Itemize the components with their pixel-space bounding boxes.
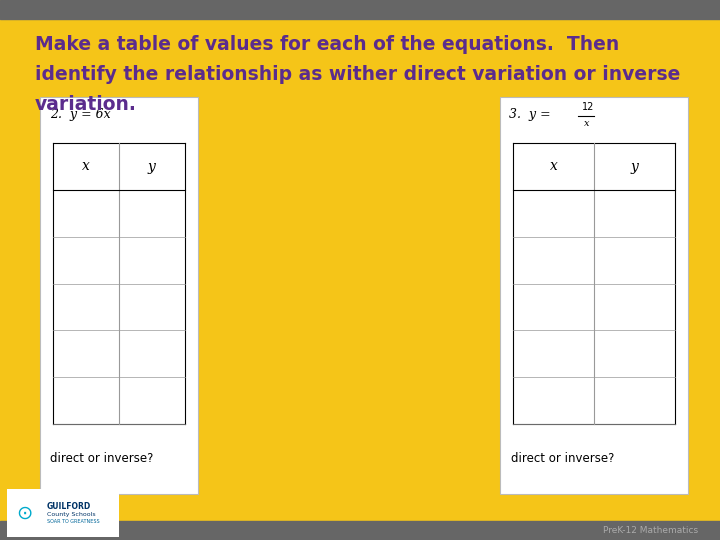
Bar: [0, 0, 720, 19]
FancyBboxPatch shape: [40, 97, 198, 494]
Text: ⊙: ⊙: [16, 503, 32, 523]
Text: PreK-12 Mathematics: PreK-12 Mathematics: [603, 526, 698, 535]
Text: variation.: variation.: [35, 94, 136, 113]
Text: Make a table of values for each of the equations.  Then: Make a table of values for each of the e…: [35, 35, 618, 54]
Text: County Schools: County Schools: [47, 511, 96, 517]
Text: identify the relationship as wither direct variation or inverse: identify the relationship as wither dire…: [35, 65, 680, 84]
Text: direct or inverse?: direct or inverse?: [511, 453, 615, 465]
Text: y: y: [148, 159, 156, 173]
FancyBboxPatch shape: [500, 97, 688, 494]
Text: y: y: [631, 159, 638, 173]
Bar: [0, 521, 720, 540]
Text: GUILFORD: GUILFORD: [47, 502, 91, 511]
Text: SOAR TO GREATNESS: SOAR TO GREATNESS: [47, 519, 99, 524]
Text: 2.  y = 6x: 2. y = 6x: [50, 108, 111, 121]
Text: x: x: [550, 159, 557, 173]
FancyBboxPatch shape: [7, 489, 119, 537]
Text: direct or inverse?: direct or inverse?: [50, 453, 154, 465]
Text: x: x: [82, 159, 89, 173]
Text: 3.  y =: 3. y =: [509, 108, 554, 121]
Text: 12: 12: [582, 102, 594, 112]
Text: x: x: [584, 119, 590, 129]
